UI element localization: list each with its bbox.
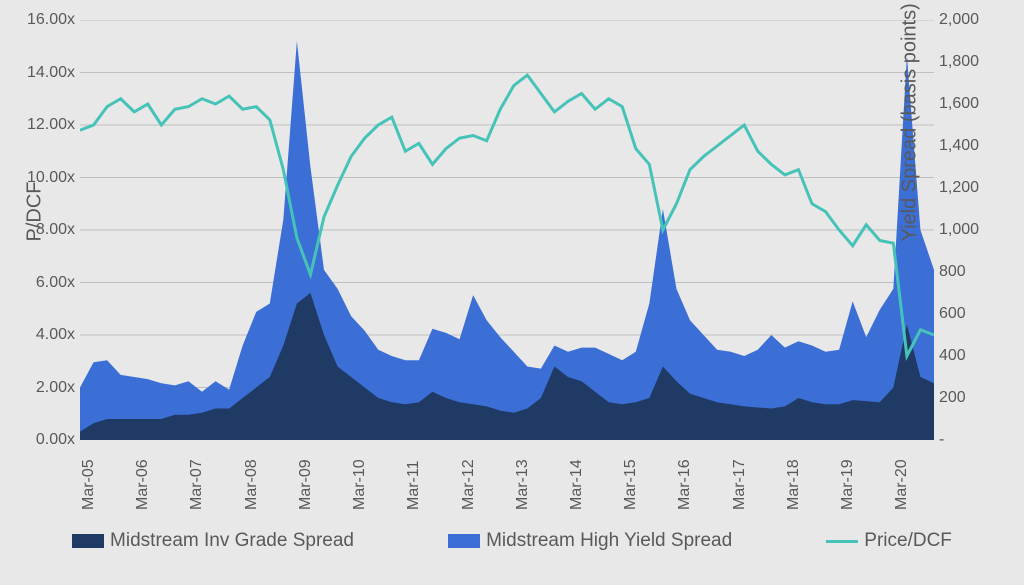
plot-wrapper: P/DCF 0.00x2.00x4.00x6.00x8.00x10.00x12.… <box>20 20 1004 440</box>
y-right-tick: 1,800 <box>939 53 994 71</box>
legend-item-price-dcf: Price/DCF <box>826 530 952 552</box>
y-axis-left-ticks: 0.00x2.00x4.00x6.00x8.00x10.00x12.00x14.… <box>20 20 75 440</box>
x-tick: Mar-19 <box>839 459 857 510</box>
x-tick: Mar-11 <box>405 461 423 511</box>
legend-item-high-yield: Midstream High Yield Spread <box>448 530 732 552</box>
y-right-tick: - <box>939 431 994 449</box>
y-right-tick: 1,400 <box>939 137 994 155</box>
y-axis-right: Yield Spread (basis points) -20040060080… <box>934 20 1004 440</box>
y-right-tick: 400 <box>939 347 994 365</box>
y-right-tick: 200 <box>939 389 994 407</box>
x-tick: Mar-14 <box>568 459 586 510</box>
chart-svg <box>80 20 934 440</box>
x-axis: Mar-05 Mar-06 Mar-07 Mar-08 Mar-09 Mar-10 Mar-… <box>80 440 934 520</box>
y-right-tick: 800 <box>939 263 994 281</box>
x-tick: Mar-20 <box>893 459 911 510</box>
legend-label-high-yield: Midstream High Yield Spread <box>486 530 732 552</box>
line-price-dcf <box>80 75 934 356</box>
y-left-tick: 10.00x <box>20 169 75 187</box>
y-right-tick: 2,000 <box>939 11 994 29</box>
x-tick: Mar-07 <box>188 459 206 510</box>
x-tick: Mar-15 <box>622 459 640 510</box>
y-left-tick: 8.00x <box>20 221 75 239</box>
chart-container: P/DCF 0.00x2.00x4.00x6.00x8.00x10.00x12.… <box>0 0 1024 585</box>
legend-label-price-dcf: Price/DCF <box>864 530 952 552</box>
y-right-tick: 1,600 <box>939 95 994 113</box>
x-tick: Mar-05 <box>80 459 98 510</box>
x-tick: Mar-13 <box>514 459 532 510</box>
legend-item-inv-grade: Midstream Inv Grade Spread <box>72 530 354 552</box>
y-right-tick: 600 <box>939 305 994 323</box>
x-tick: Mar-10 <box>351 459 369 510</box>
x-tick: Mar-16 <box>676 459 694 510</box>
y-axis-right-ticks: -2004006008001,0001,2001,4001,6001,8002,… <box>939 20 994 440</box>
y-left-tick: 16.00x <box>20 11 75 29</box>
y-right-tick: 1,000 <box>939 221 994 239</box>
y-left-tick: 12.00x <box>20 116 75 134</box>
y-left-tick: 0.00x <box>20 431 75 449</box>
y-right-tick: 1,200 <box>939 179 994 197</box>
y-left-tick: 14.00x <box>20 64 75 82</box>
y-left-tick: 2.00x <box>20 379 75 397</box>
y-axis-right-label: Yield Spread (basis points) <box>898 3 921 241</box>
plot-area <box>80 20 934 440</box>
x-tick: Mar-12 <box>460 459 478 510</box>
y-left-tick: 6.00x <box>20 274 75 292</box>
legend-swatch-inv-grade <box>72 534 104 548</box>
y-axis-left: P/DCF 0.00x2.00x4.00x6.00x8.00x10.00x12.… <box>20 20 80 440</box>
x-tick: Mar-06 <box>134 459 152 510</box>
x-tick: Mar-08 <box>243 459 261 510</box>
legend-line-price-dcf <box>826 540 858 543</box>
x-tick: Mar-18 <box>785 459 803 510</box>
x-tick: Mar-09 <box>297 459 315 510</box>
y-left-tick: 4.00x <box>20 326 75 344</box>
legend-swatch-high-yield <box>448 534 480 548</box>
x-tick: Mar-17 <box>731 459 749 510</box>
legend-label-inv-grade: Midstream Inv Grade Spread <box>110 530 354 552</box>
legend: Midstream Inv Grade Spread Midstream Hig… <box>20 520 1004 552</box>
